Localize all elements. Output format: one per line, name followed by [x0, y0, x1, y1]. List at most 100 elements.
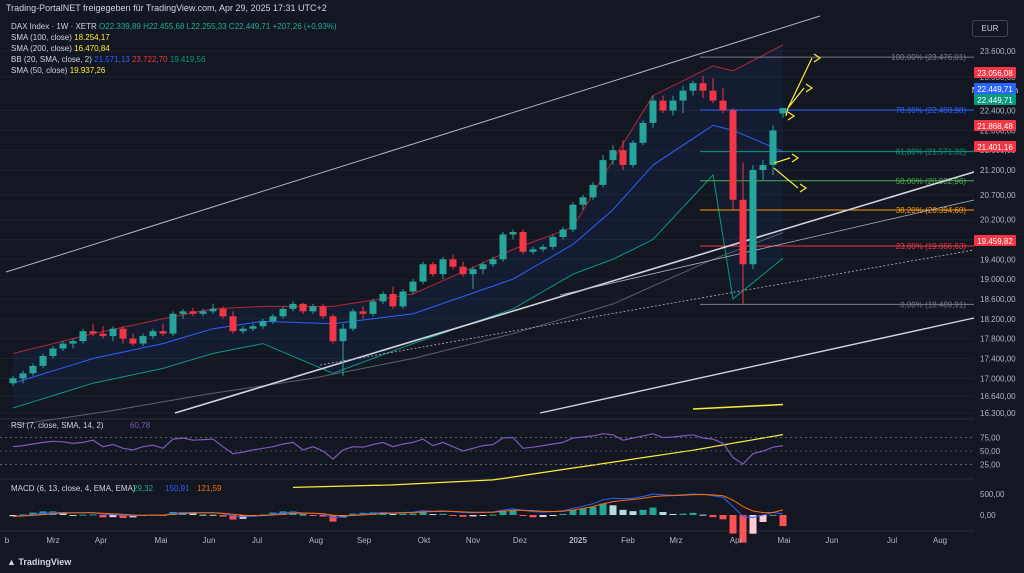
macd-histogram-bar	[469, 515, 477, 517]
fibonacci-retracement: 100,00% (23.476,01) 78,60% (22.408,98) 61,…	[700, 53, 974, 309]
sma50-value: 19.937,26	[69, 66, 106, 75]
candle-body	[49, 348, 57, 356]
sma100-name: SMA (100, close)	[11, 33, 72, 42]
macd-histogram-bar	[609, 505, 617, 515]
candle-body	[139, 336, 147, 344]
tradingview-logo: ▲ TradingView	[7, 557, 72, 567]
bb-lower-line	[12, 173, 784, 409]
macd-histogram-bar	[529, 515, 537, 518]
currency-button[interactable]: EUR	[972, 20, 1008, 37]
time-tick-label: b	[5, 536, 10, 545]
candle-body	[469, 269, 477, 275]
price-tick-label: 23.600,00	[980, 47, 1016, 56]
macd-histogram-bar	[539, 515, 547, 518]
candles	[9, 75, 787, 386]
macd-histogram-bar	[699, 514, 707, 516]
macd-histogram-bar	[639, 509, 647, 515]
macd-histogram-bar	[749, 515, 757, 534]
candle-body	[679, 90, 687, 101]
price-label-tag	[974, 94, 1016, 105]
candle-body	[429, 264, 437, 275]
macd-tick-label: 500,00	[980, 490, 1005, 499]
macd-histogram-bar	[589, 506, 597, 515]
scenario-arrow-head	[787, 111, 796, 121]
candle-body	[29, 365, 37, 374]
candle-body	[489, 259, 497, 265]
sma50-line	[12, 232, 784, 426]
price-label-text: 22.449,71	[977, 85, 1013, 94]
macd-histogram-bar	[759, 515, 767, 522]
candle-body	[549, 236, 557, 247]
rsi-line	[12, 433, 784, 465]
candle-body	[559, 229, 567, 237]
macd-line	[12, 493, 784, 519]
time-tick-label: Nov	[466, 536, 480, 545]
time-tick-label: Jun	[203, 536, 216, 545]
candle-body	[459, 266, 467, 275]
macd-histogram-bar	[479, 515, 487, 516]
candle-body	[149, 331, 157, 337]
price-tick-label: 21.200,00	[980, 166, 1016, 175]
candle-body	[19, 373, 27, 379]
candle-body	[89, 331, 97, 334]
macd-histogram-bar	[659, 512, 667, 515]
trend-channel	[5, 15, 975, 414]
ohlc-values: O22.339,89 H22.455,68 L22.255,33 C22.449…	[99, 22, 337, 31]
candle-body	[189, 311, 197, 314]
candle-body	[299, 303, 307, 312]
bb-mid-value: 21.571,13	[94, 55, 130, 64]
channel-middle-line	[174, 171, 975, 414]
macd-value: 150,91	[165, 484, 190, 493]
symbol-name[interactable]: DAX Index · 1W · XETR	[11, 22, 97, 31]
candle-body	[229, 316, 237, 332]
candle-body	[329, 316, 337, 342]
candle-body	[519, 232, 527, 252]
macd-histogram-bar	[459, 515, 467, 517]
candle-body	[669, 100, 677, 111]
fib-level-label: 100,00% (23.476,01)	[891, 53, 966, 62]
candle-body	[499, 234, 507, 260]
rsi-title: RSI (7, close, SMA, 14, 2)	[11, 421, 104, 430]
candle-body	[739, 199, 747, 265]
scenario-arrow-line	[787, 57, 813, 109]
candle-body	[309, 306, 317, 312]
macd-histogram-bar	[309, 515, 317, 516]
macd-histogram-bar	[769, 514, 777, 516]
price-label-tag	[974, 83, 1016, 94]
candle-body	[379, 293, 387, 302]
price-tick-label: 18.600,00	[980, 295, 1016, 304]
fib-level-label: 50,00% (20.982,96)	[896, 177, 967, 186]
signal-line	[12, 493, 784, 517]
candle-body	[129, 338, 137, 344]
candle-body	[529, 249, 537, 252]
macd-histogram-bar	[69, 515, 77, 516]
bb-name: BB (20, SMA, close, 2)	[11, 55, 92, 64]
scenario-arrow-head	[805, 83, 814, 93]
macd-histogram-bar	[419, 512, 427, 515]
macd-histogram-bar	[439, 513, 447, 515]
candle-body	[729, 110, 737, 200]
legend-sma200[interactable]: SMA (200, close) 16.470,84	[11, 44, 110, 53]
legend-sma50[interactable]: SMA (50, close) 19.937,26	[11, 66, 105, 75]
macd-histogram-bar	[99, 515, 107, 518]
price-label-tag	[974, 141, 1016, 152]
time-tick-label: Dez	[513, 536, 527, 545]
macd-histogram-bar	[779, 515, 787, 527]
macd-histogram-bar	[329, 515, 337, 522]
candle-body	[589, 184, 597, 198]
macd-histogram-bar	[629, 511, 637, 515]
legend-sma100[interactable]: SMA (100, close) 18.254,17	[11, 33, 110, 42]
legend-bb[interactable]: BB (20, SMA, close, 2) 21.571,13 23.722,…	[11, 55, 205, 64]
candle-body	[109, 328, 117, 337]
candle-body	[719, 100, 727, 111]
candle-body	[639, 122, 647, 143]
candle-body	[409, 281, 417, 292]
fib-level-label: 23,60% (19.666,63)	[896, 242, 967, 251]
sma200-line	[692, 403, 784, 410]
price-label-tag	[974, 67, 1016, 78]
macd-histogram-bar	[399, 513, 407, 515]
macd-histogram-bar	[739, 515, 747, 543]
legend-symbol-row: DAX Index · 1W · XETR O22.339,89 H22.455…	[11, 22, 337, 31]
price-label-tag	[974, 120, 1016, 131]
